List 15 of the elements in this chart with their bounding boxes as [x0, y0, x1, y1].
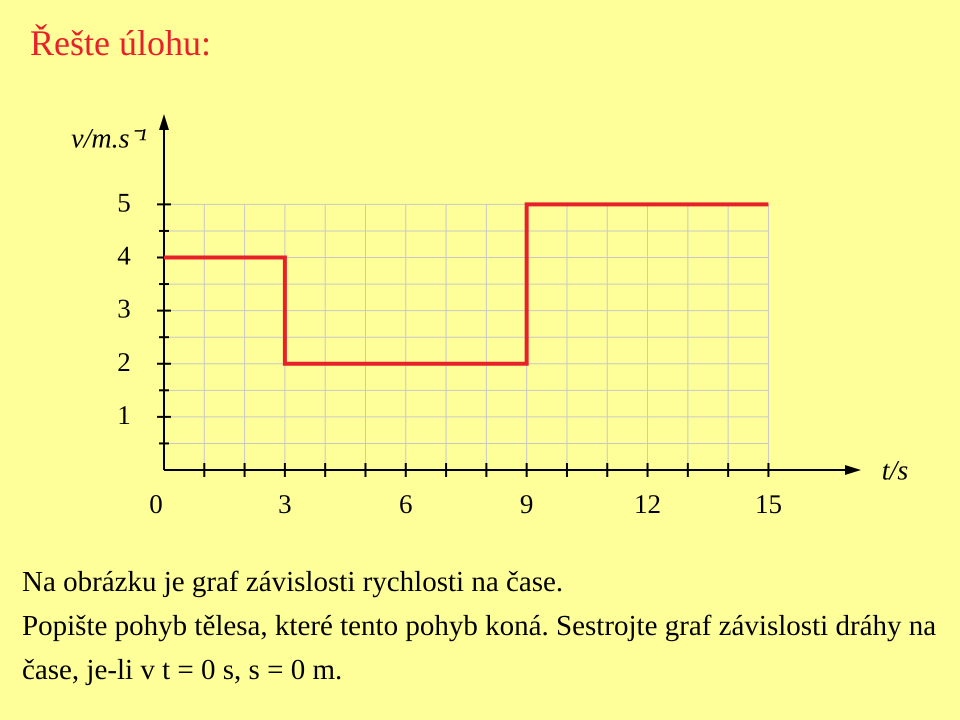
y-tick-label: 4: [117, 240, 132, 271]
y-tick-label: 2: [117, 346, 131, 377]
x-tick-label: 15: [754, 489, 782, 520]
x-tick-label: 9: [520, 489, 534, 520]
chart-title: Řešte úlohu:: [30, 22, 211, 64]
text: Na obrázku je graf závislosti rychlosti na čase. Popište pohyb tělesa, které tento pohyb koná. Sestrojte graf závislosti dráhy na čase, je-li v t = 0 s, s = 0 m.: [22, 565, 938, 688]
x-axis-title: t/s: [882, 455, 908, 486]
y-axis-title: v/m.s⁻¹: [71, 123, 147, 154]
x-tick-label: 0: [149, 489, 163, 520]
x-tick-label: 12: [634, 489, 662, 520]
y-tick-label: 3: [117, 294, 131, 324]
x-tick-label: 3: [278, 489, 292, 520]
x-tick-label: 6: [399, 489, 413, 520]
y-tick-label: 5: [117, 187, 131, 218]
y-tick-label: 1: [117, 400, 131, 430]
